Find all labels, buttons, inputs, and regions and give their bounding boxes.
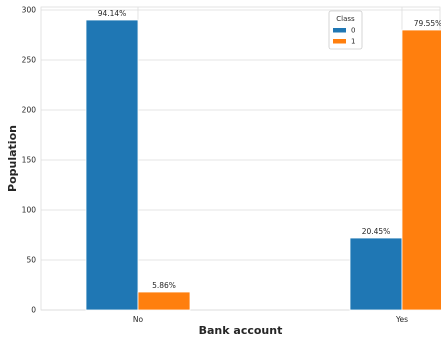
x-axis-ticks: No Yes <box>133 315 408 324</box>
data-label: 5.86% <box>152 281 176 290</box>
legend: Class 01 <box>328 10 363 50</box>
y-axis-ticks: 0 50 100 150 200 250 300 <box>22 6 37 315</box>
data-label: 79.55% <box>414 19 441 28</box>
legend-swatch-1 <box>333 39 346 44</box>
data-label: 20.45% <box>362 227 391 236</box>
y-tick-label: 300 <box>22 6 37 15</box>
legend-title: Class <box>336 15 355 23</box>
y-tick-label: 250 <box>22 56 37 65</box>
data-label: 94.14% <box>98 9 127 18</box>
y-tick-label: 150 <box>22 156 37 165</box>
legend-label-0: 0 <box>351 27 355 35</box>
y-axis-title: Population <box>6 125 19 192</box>
legend-label-1: 1 <box>351 38 355 46</box>
y-tick-label: 50 <box>26 256 36 265</box>
bar-1-yes <box>401 29 441 311</box>
legend-swatch-0 <box>333 28 346 33</box>
y-tick-label: 200 <box>22 106 37 115</box>
bar-0-no <box>85 19 139 311</box>
y-tick-label: 0 <box>31 306 36 315</box>
bars <box>85 19 441 311</box>
data-labels: 94.14% 20.45% 5.86% 79.55% <box>98 9 441 290</box>
x-axis-title: Bank account <box>199 324 283 337</box>
x-tick-label: Yes <box>395 315 408 324</box>
bar-1-no <box>137 291 191 311</box>
legend-items: 01 <box>333 27 355 46</box>
y-tick-label: 100 <box>22 206 37 215</box>
x-tick-label: No <box>133 315 144 324</box>
bar-0-yes <box>349 237 403 311</box>
